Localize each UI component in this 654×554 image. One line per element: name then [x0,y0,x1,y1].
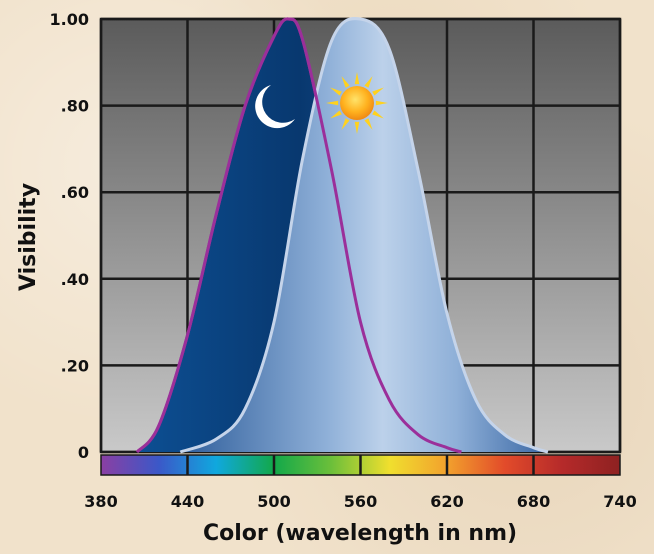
x-tick-label: 500 [257,492,290,511]
sun-ray [326,100,339,106]
x-tick-label: 740 [603,492,636,511]
y-tick-label: .40 [61,270,89,289]
x-axis-ticks: 380 440 500 560 620 680 740 [84,492,636,511]
day-vision-curve-line [179,17,549,454]
x-tick-label: 440 [171,492,204,511]
sun-ray [364,118,373,130]
sun-icon [326,72,388,134]
night-vision-curve-outline [135,17,462,454]
sun-ray [341,118,350,130]
y-tick-label: 1.00 [50,10,89,29]
x-axis-title: Color (wavelength in nm) [203,521,517,546]
moon-icon [255,85,295,129]
y-axis-title: Visibility [16,183,41,291]
sun-ray [341,76,350,88]
y-tick-label: .80 [61,97,89,116]
x-tick-label: 560 [344,492,377,511]
spectrum-dividers [186,455,535,475]
x-tick-label: 620 [430,492,463,511]
sun-ray [364,76,373,88]
day-vision-curve-area [180,18,548,452]
moon-crescent [255,85,295,129]
plot-area [99,17,622,454]
icons-layer [255,72,388,134]
sun-ray [330,87,342,96]
series-layer [135,17,549,454]
y-tick-label: .20 [61,356,89,375]
sun-ray [354,121,360,134]
sun-ray [330,110,342,119]
x-tick-label: 380 [84,492,117,511]
sun-ray [372,87,384,96]
x-tick-label: 680 [517,492,550,511]
sun-ray [354,72,360,85]
y-axis-ticks: 0 .20 .40 .60 .80 1.00 [50,10,89,462]
y-tick-label: 0 [78,443,89,462]
sun-disc [340,86,374,120]
sun-ray [372,110,384,119]
y-tick-label: .60 [61,183,89,202]
sun-ray [375,100,388,106]
